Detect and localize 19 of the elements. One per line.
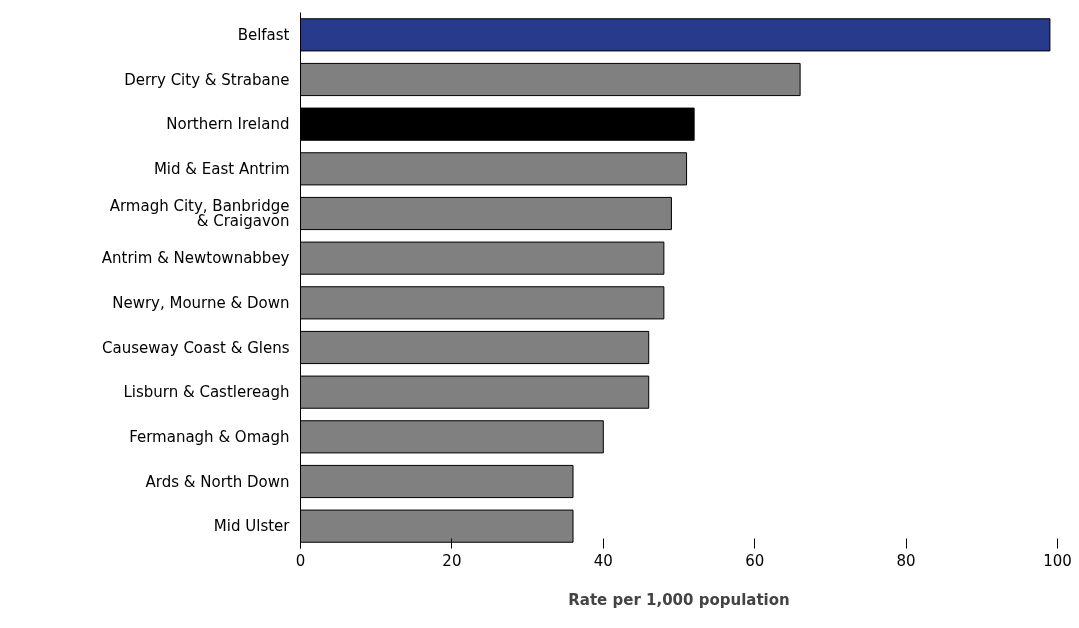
- x-tick-label: 60: [745, 551, 765, 570]
- x-tick-label: 40: [593, 551, 613, 570]
- y-tick-label: Lisburn & Castlereagh: [123, 383, 290, 402]
- y-tick-label: Mid Ulster: [213, 517, 291, 536]
- y-tick-label: Armagh City, Banbridge & Craigavon: [109, 196, 290, 231]
- x-tick-label: 0: [295, 551, 306, 570]
- x-tick-label: 80: [896, 551, 916, 570]
- x-axis-title: Rate per 1,000 population: [568, 590, 790, 609]
- x-tick-label: 100: [1043, 551, 1072, 570]
- y-tick-label: Mid & East Antrim: [153, 159, 290, 178]
- y-tick-label: Antrim & Newtownabbey: [101, 249, 290, 268]
- y-tick-label: Causeway Coast & Glens: [102, 338, 290, 357]
- y-tick-label: Derry City & Strabane: [124, 70, 290, 89]
- y-tick-label: Belfast: [237, 25, 290, 44]
- y-tick-label: Fermanagh & Omagh: [129, 427, 290, 446]
- y-tick-label: Newry, Mourne & Down: [112, 293, 290, 312]
- x-tick-label: 20: [442, 551, 462, 570]
- y-tick-label: Northern Ireland: [166, 115, 290, 134]
- y-tick-label: Ards & North Down: [145, 472, 290, 491]
